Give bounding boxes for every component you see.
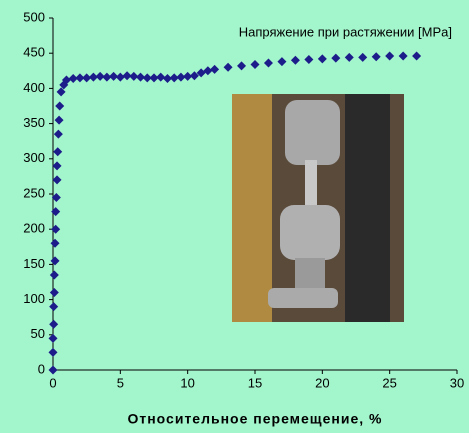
y-tick-label: 350	[23, 115, 45, 130]
marker	[50, 270, 59, 279]
y-tick-label: 50	[31, 326, 45, 341]
marker	[49, 348, 58, 357]
marker	[53, 161, 62, 170]
x-tick-label: 30	[450, 375, 464, 390]
x-tick-label: 10	[180, 375, 194, 390]
marker	[55, 116, 64, 125]
x-tick-label: 15	[248, 375, 262, 390]
marker	[399, 52, 408, 61]
marker	[304, 55, 313, 64]
marker	[385, 52, 394, 61]
marker	[412, 52, 421, 61]
marker	[50, 288, 59, 297]
marker	[203, 66, 212, 75]
marker	[277, 57, 286, 66]
marker	[49, 302, 58, 311]
marker	[224, 63, 233, 72]
marker	[49, 366, 58, 375]
marker	[251, 60, 260, 69]
marker	[55, 102, 64, 111]
y-tick-label: 0	[38, 361, 45, 376]
marker	[53, 147, 62, 156]
marker	[156, 73, 165, 82]
y-tick-label: 300	[23, 150, 45, 165]
marker	[237, 61, 246, 70]
x-axis-label: Относительное перемещение, %	[127, 411, 382, 427]
marker	[54, 130, 63, 139]
marker	[210, 65, 219, 74]
marker	[291, 56, 300, 65]
photo	[232, 94, 404, 322]
x-tick-label: 25	[382, 375, 396, 390]
marker	[318, 54, 327, 63]
y-tick-label: 150	[23, 256, 45, 271]
x-tick-label: 0	[49, 375, 56, 390]
marker	[51, 239, 60, 248]
chart: Напряжение при растяжении [MPa] Относите…	[0, 0, 469, 433]
marker	[264, 59, 273, 68]
marker	[372, 52, 381, 61]
marker	[116, 73, 125, 82]
y-tick-label: 450	[23, 45, 45, 60]
x-tick-label: 5	[117, 375, 124, 390]
marker	[358, 53, 367, 62]
x-tick-label: 20	[315, 375, 329, 390]
marker	[331, 54, 340, 63]
annotation: Напряжение при растяжении [MPa]	[239, 24, 452, 39]
y-tick-label: 200	[23, 221, 45, 236]
marker	[49, 320, 58, 329]
marker	[345, 53, 354, 62]
y-tick-label: 400	[23, 80, 45, 95]
y-tick-label: 100	[23, 291, 45, 306]
y-tick-label: 500	[23, 9, 45, 24]
y-tick-label: 250	[23, 185, 45, 200]
marker	[53, 175, 62, 184]
